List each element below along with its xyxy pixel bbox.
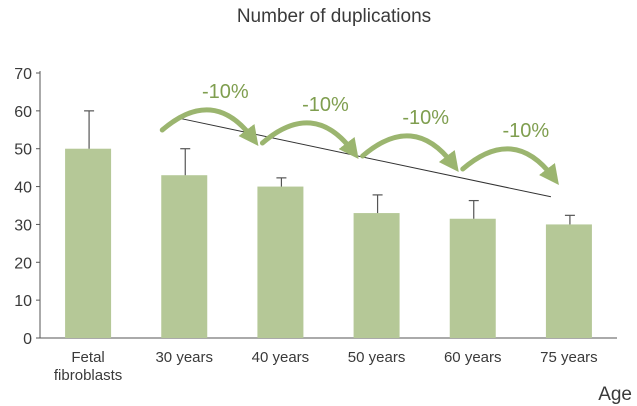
y-tick-label: 40 <box>14 180 32 197</box>
x-tick-label-line: 75 years <box>540 349 598 366</box>
curved-arrow <box>360 133 459 172</box>
annotation-label: -10% <box>202 81 249 103</box>
x-tick-labels: Fetal fibroblasts 30 years 40 years 50 years… <box>54 349 598 384</box>
x-tick-label: 30 years <box>155 349 213 366</box>
x-tick-label: 75 years <box>540 349 598 366</box>
x-tick-label-line: 40 years <box>252 349 310 366</box>
y-tick-label: 70 <box>14 66 32 83</box>
bars <box>65 148 592 338</box>
bar <box>353 213 400 338</box>
error-bars <box>84 110 575 225</box>
curved-arrow <box>460 146 559 185</box>
x-axis-label: Age <box>598 384 632 405</box>
annotation-label: -10% <box>402 107 449 129</box>
bar <box>449 218 496 338</box>
x-tick-label-line: 50 years <box>348 349 406 366</box>
x-tick-label: 40 years <box>252 349 310 366</box>
y-tick-label: 20 <box>14 255 32 272</box>
x-tick-label-line: 30 years <box>155 349 213 366</box>
annotation-label: -10% <box>502 120 549 142</box>
y-tick-label: 50 <box>14 142 32 159</box>
y-tick-label: 60 <box>14 104 32 121</box>
trend-line <box>180 117 552 198</box>
x-tick-label: 50 years <box>348 349 406 366</box>
bar <box>545 224 592 338</box>
x-tick-label: 60 years <box>444 349 502 366</box>
bar <box>257 186 304 338</box>
curved-arrow <box>159 107 259 146</box>
chart-title: Number of duplications <box>237 6 431 27</box>
curved-arrow <box>259 120 359 159</box>
bar <box>161 175 208 338</box>
annotation-label: -10% <box>302 94 349 116</box>
x-tick-label-line: 60 years <box>444 349 502 366</box>
x-tick-label: Fetal fibroblasts <box>54 349 122 384</box>
x-tick-label-line: Fetal <box>71 349 104 366</box>
x-tick-label-line: fibroblasts <box>54 367 122 384</box>
annotations: -10% -10% -10% -10% <box>159 81 559 185</box>
y-tick-label: 10 <box>14 293 32 310</box>
y-axis: 0 10 20 30 40 50 60 70 <box>14 66 617 348</box>
bar <box>65 148 112 338</box>
y-tick-label: 30 <box>14 217 32 234</box>
trend-line-group <box>180 117 552 198</box>
y-tick-label: 0 <box>23 331 32 348</box>
